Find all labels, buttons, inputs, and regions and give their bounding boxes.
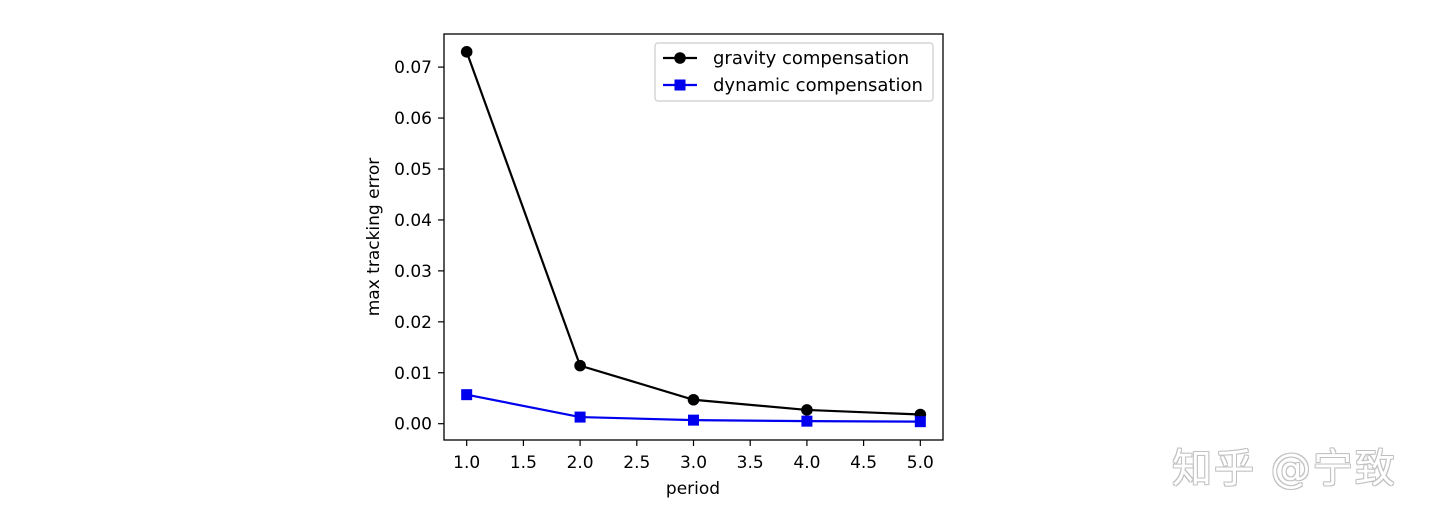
data-point bbox=[460, 46, 473, 58]
series-2 bbox=[461, 389, 926, 428]
y-tick-label: 0.01 bbox=[394, 364, 432, 384]
x-tick-label: 1.0 bbox=[453, 453, 480, 473]
legend: gravity compensation dynamic compensation bbox=[654, 42, 934, 102]
data-point bbox=[574, 359, 586, 372]
legend-entry: gravity compensation bbox=[663, 48, 909, 69]
y-tick-label: 0.04 bbox=[394, 211, 432, 231]
data-point bbox=[801, 404, 813, 416]
x-tick-label: 3.0 bbox=[680, 453, 707, 473]
series-layer bbox=[460, 46, 927, 428]
data-point bbox=[574, 411, 586, 423]
x-tick-label: 1.5 bbox=[510, 453, 537, 473]
data-point bbox=[914, 416, 926, 428]
x-tick-label: 3.5 bbox=[737, 453, 764, 473]
data-point bbox=[801, 415, 813, 427]
y-tick-label: 0.00 bbox=[394, 415, 432, 435]
y-tick-label: 0.03 bbox=[394, 262, 432, 282]
x-tick-label: 4.0 bbox=[793, 453, 820, 473]
watermark-text: 知乎 @宁致 bbox=[1172, 446, 1397, 492]
legend-marker bbox=[674, 79, 686, 91]
legend-marker bbox=[674, 52, 686, 64]
y-axis-label: max tracking error bbox=[364, 158, 384, 317]
y-tick-label: 0.02 bbox=[394, 313, 432, 333]
data-point bbox=[688, 414, 699, 426]
x-tick-label: 4.5 bbox=[850, 453, 877, 473]
legend-label: dynamic compensation bbox=[713, 75, 923, 96]
y-tick-label: 0.06 bbox=[394, 109, 432, 129]
y-axis: 0.00 0.01 0.02 0.03 0.04 0.05 0.06 0.07 bbox=[394, 58, 444, 435]
y-tick-label: 0.07 bbox=[394, 58, 432, 78]
legend-entry: dynamic compensation bbox=[663, 75, 923, 96]
x-axis: 1.0 1.5 2.0 2.5 3.0 3.5 4.0 4.5 5.0 bbox=[453, 440, 934, 473]
series-1 bbox=[460, 46, 927, 421]
legend-label: gravity compensation bbox=[713, 48, 909, 69]
x-tick-label: 5.0 bbox=[907, 453, 934, 473]
x-tick-label: 2.5 bbox=[623, 453, 650, 473]
x-tick-label: 2.0 bbox=[567, 453, 594, 473]
x-axis-label: period bbox=[666, 479, 720, 499]
data-point bbox=[687, 393, 700, 406]
series-line bbox=[465, 51, 921, 416]
legend-box bbox=[654, 42, 934, 102]
data-point bbox=[461, 389, 473, 401]
y-tick-label: 0.05 bbox=[394, 160, 432, 180]
